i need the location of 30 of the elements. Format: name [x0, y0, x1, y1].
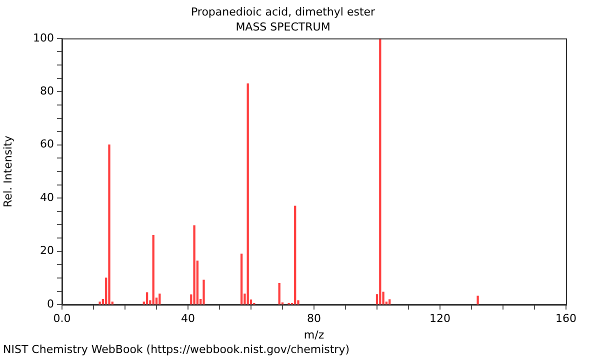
y-tick-label: 40	[40, 190, 54, 204]
text: NIST Chemistry WebBook (https://webbook.nist.gov/chemistry)	[2, 342, 350, 358]
bar	[388, 299, 391, 304]
y-tick-label: 100	[33, 31, 54, 44]
x-tick-label: 80	[307, 312, 321, 326]
y-axis-title: Rel. Intensity	[1, 135, 14, 208]
bar	[246, 83, 249, 304]
bar	[158, 294, 161, 304]
bar	[278, 282, 280, 304]
bar	[152, 235, 154, 304]
y-tick-label: 80	[40, 84, 54, 98]
chart-title: Propanedioic acid, dimethyl ester	[190, 5, 376, 18]
chart-subtitle: MASS SPECTRUM	[236, 20, 330, 34]
bar	[146, 292, 148, 304]
bar	[108, 144, 110, 304]
y-tick-label: 60	[40, 138, 54, 151]
bar	[98, 302, 101, 304]
x-tick-label: 120	[430, 312, 450, 326]
bar	[294, 206, 296, 304]
bar	[202, 280, 205, 304]
bar	[193, 225, 196, 304]
x-tick-label: 0.0	[53, 312, 71, 326]
bar	[240, 254, 243, 304]
y-tick-label: 20	[40, 244, 54, 258]
y-tick-label: 0	[47, 297, 54, 310]
x-tick-label: 160	[556, 312, 576, 326]
bar	[476, 296, 479, 304]
bar	[379, 38, 382, 304]
x-axis-title: m/z	[304, 328, 324, 342]
x-tick-label: 40	[181, 312, 195, 326]
